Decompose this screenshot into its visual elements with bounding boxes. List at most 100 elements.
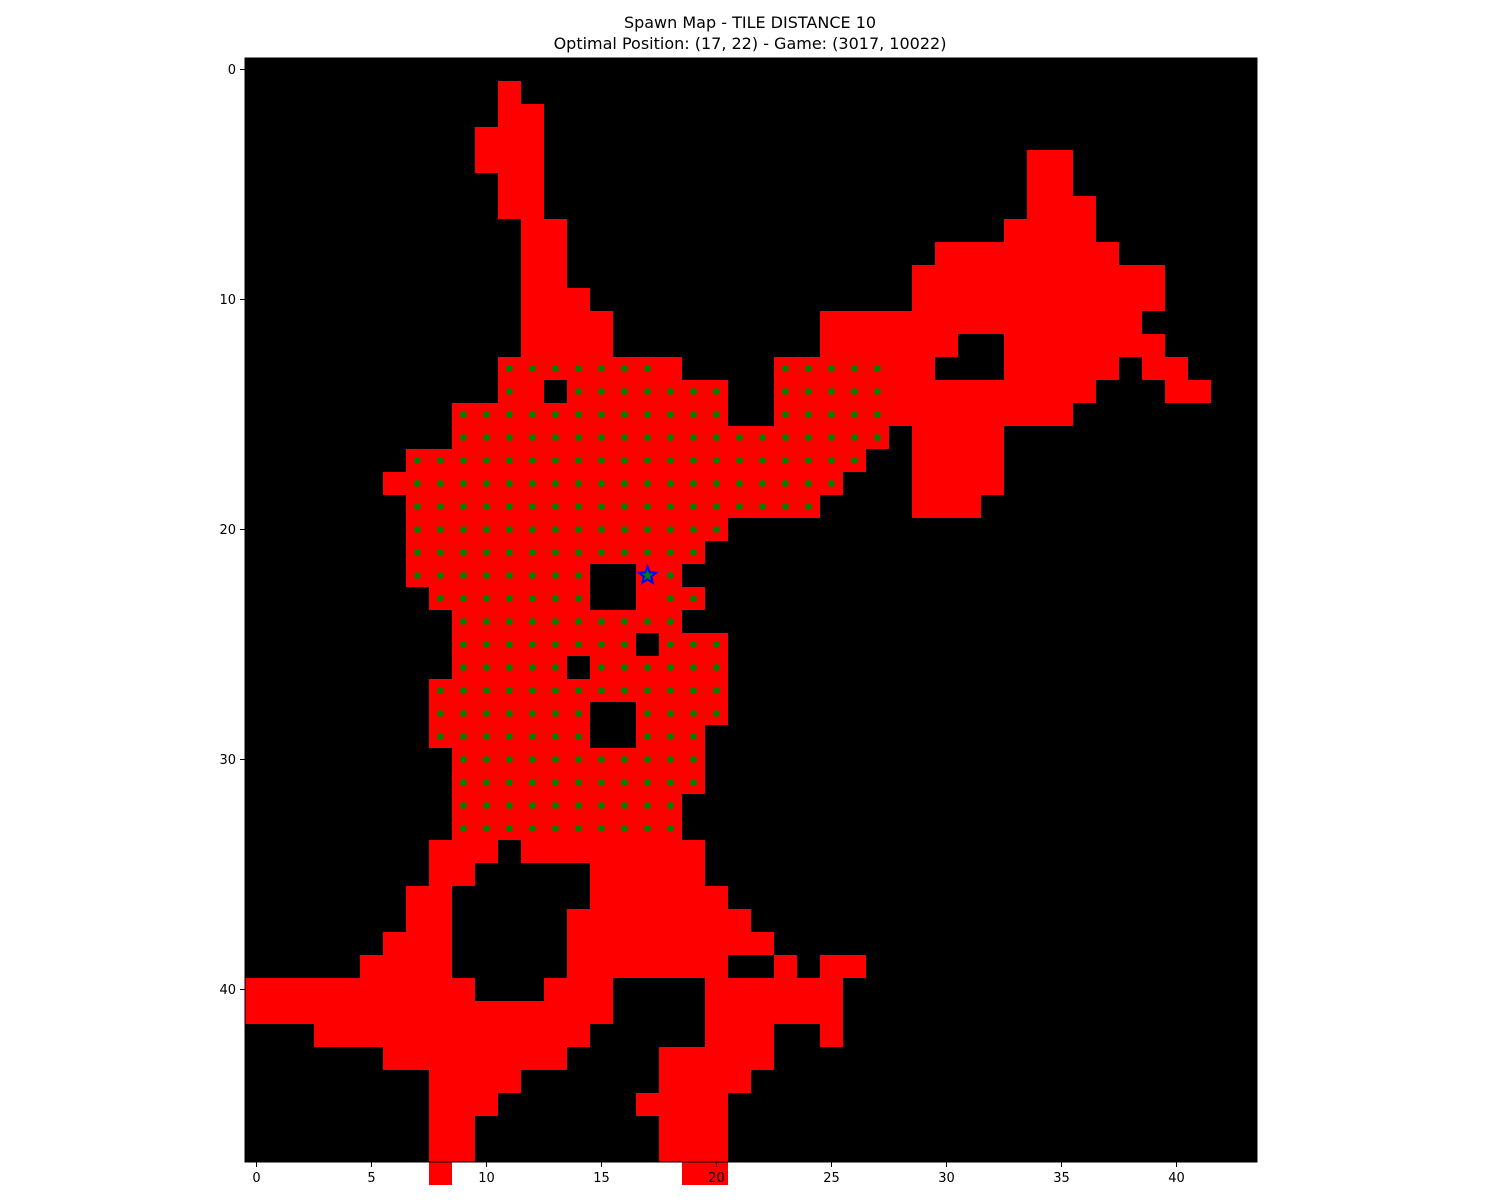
spawn-point — [667, 641, 674, 648]
spawn-point — [506, 388, 513, 395]
walkable-tile — [429, 863, 475, 886]
spawn-point — [575, 572, 582, 579]
spawn-point — [529, 687, 536, 694]
spawn-point — [483, 434, 490, 441]
spawn-point — [598, 756, 605, 763]
spawn-point — [782, 388, 789, 395]
y-tick-label: 40 — [219, 983, 236, 998]
spawn-point — [460, 641, 467, 648]
walkable-tile — [521, 242, 567, 265]
walkable-tile — [245, 1001, 613, 1024]
spawn-point — [828, 457, 835, 464]
walkable-tile — [406, 564, 590, 587]
spawn-point — [529, 503, 536, 510]
walkable-tile — [774, 955, 797, 978]
spawn-point — [598, 641, 605, 648]
spawn-point — [552, 710, 559, 717]
walkable-tile — [406, 886, 452, 909]
x-tick-label: 5 — [367, 1171, 375, 1186]
walkable-tile — [705, 978, 843, 1001]
walkable-tile — [429, 840, 498, 863]
spawn-point — [575, 388, 582, 395]
walkable-tile — [498, 173, 544, 196]
x-tick-label: 40 — [1168, 1171, 1185, 1186]
walkable-tile — [475, 150, 544, 173]
spawn-point — [529, 756, 536, 763]
spawn-point — [529, 733, 536, 740]
spawn-point — [667, 411, 674, 418]
spawn-point — [529, 618, 536, 625]
walkable-tile — [383, 1047, 567, 1070]
spawn-point — [483, 756, 490, 763]
walkable-tile — [521, 219, 567, 242]
walkable-tile — [820, 1024, 843, 1047]
spawn-point — [575, 526, 582, 533]
spawn-point — [575, 618, 582, 625]
spawn-point — [552, 572, 559, 579]
spawn-point — [713, 411, 720, 418]
spawn-point — [483, 503, 490, 510]
walkable-tile — [406, 495, 820, 518]
optimal-position-marker — [636, 563, 659, 586]
walkable-tile — [705, 1001, 843, 1024]
spawn-point — [805, 388, 812, 395]
walkable-tile — [452, 817, 682, 840]
spawn-point — [437, 503, 444, 510]
spawn-point — [529, 480, 536, 487]
spawn-point — [414, 503, 421, 510]
spawn-point — [713, 434, 720, 441]
spawn-point — [506, 503, 513, 510]
spawn-point — [621, 618, 628, 625]
spawn-point — [851, 434, 858, 441]
spawn-point — [621, 457, 628, 464]
spawn-point — [667, 388, 674, 395]
spawn-point — [759, 457, 766, 464]
walkable-tile — [452, 633, 636, 656]
spawn-point — [506, 480, 513, 487]
spawn-point — [690, 411, 697, 418]
walkable-tile — [498, 357, 682, 380]
spawn-point — [690, 641, 697, 648]
spawn-point — [529, 710, 536, 717]
spawn-point — [644, 480, 651, 487]
spawn-point — [483, 457, 490, 464]
spawn-point — [667, 434, 674, 441]
y-axis: 0 10 20 30 40 — [219, 63, 245, 998]
walkable-tile — [912, 449, 1004, 472]
spawn-point — [736, 434, 743, 441]
walkable-tile — [705, 1024, 774, 1047]
spawn-point — [529, 572, 536, 579]
spawn-point — [759, 503, 766, 510]
spawn-point — [460, 434, 467, 441]
spawn-point — [460, 687, 467, 694]
spawn-point — [529, 549, 536, 556]
walkable-tile — [659, 1116, 728, 1139]
spawn-point — [828, 388, 835, 395]
spawn-point — [598, 825, 605, 832]
optimal-marker-layer — [636, 563, 659, 586]
spawn-point — [598, 480, 605, 487]
spawn-point — [598, 687, 605, 694]
spawn-point — [805, 365, 812, 372]
spawn-point — [506, 756, 513, 763]
spawn-point — [552, 687, 559, 694]
spawn-point — [506, 710, 513, 717]
spawn-point — [506, 457, 513, 464]
spawn-point — [552, 756, 559, 763]
spawn-point — [529, 802, 536, 809]
walkable-tile — [912, 288, 1165, 311]
walkable-tile — [498, 196, 544, 219]
spawn-point — [506, 526, 513, 533]
spawn-point — [667, 526, 674, 533]
y-tick-label: 0 — [228, 63, 236, 78]
spawn-point — [621, 779, 628, 786]
spawn-point — [690, 457, 697, 464]
spawn-point — [782, 480, 789, 487]
walkable-tile — [774, 403, 1073, 426]
spawn-point — [621, 549, 628, 556]
spawn-point — [851, 457, 858, 464]
walkable-tile — [935, 242, 1119, 265]
spawn-point — [644, 664, 651, 671]
spawn-point — [621, 411, 628, 418]
spawn-point — [529, 457, 536, 464]
